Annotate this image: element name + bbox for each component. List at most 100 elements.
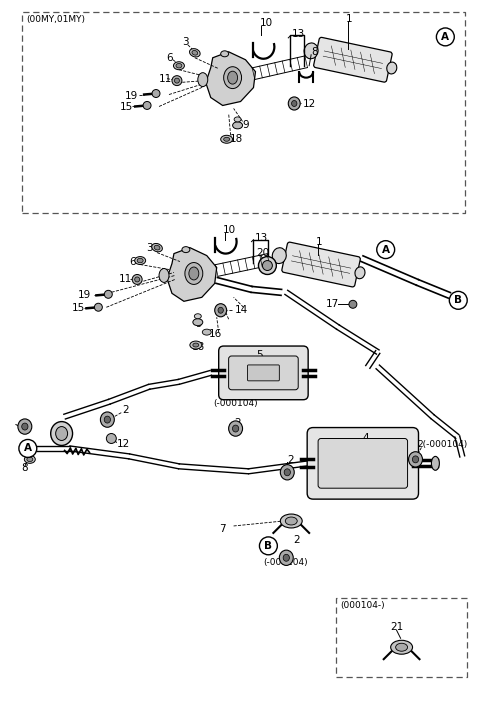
Text: 7: 7 [219,524,225,534]
Text: 19: 19 [125,90,139,100]
Circle shape [104,291,112,298]
Ellipse shape [387,62,397,74]
Text: A: A [382,245,390,255]
Ellipse shape [18,419,32,434]
Circle shape [258,257,276,274]
Ellipse shape [228,421,242,436]
Text: 11: 11 [159,74,172,83]
Circle shape [107,433,116,443]
Ellipse shape [304,43,318,59]
Text: 3: 3 [146,243,153,252]
Ellipse shape [288,97,300,110]
Circle shape [135,277,140,282]
Text: 19: 19 [78,291,91,300]
Ellipse shape [176,64,182,68]
Ellipse shape [408,452,422,467]
Circle shape [263,261,272,271]
Text: 14: 14 [235,305,248,315]
Circle shape [132,274,142,284]
Text: B: B [454,296,462,305]
Text: 20: 20 [256,247,270,257]
FancyBboxPatch shape [282,242,360,287]
Text: 12: 12 [303,100,316,110]
Text: 17: 17 [326,299,339,309]
Text: 2: 2 [235,418,241,428]
Circle shape [377,240,395,259]
Text: 1: 1 [316,237,323,247]
Ellipse shape [137,258,143,263]
Text: 13: 13 [254,233,268,243]
FancyBboxPatch shape [313,37,392,82]
Ellipse shape [355,267,365,279]
Text: 15: 15 [72,303,85,313]
Text: 2: 2 [18,419,24,430]
Ellipse shape [215,304,227,317]
FancyBboxPatch shape [318,438,408,489]
Text: 15: 15 [120,103,133,112]
Text: 2(-000104): 2(-000104) [418,440,468,449]
Text: (-000104): (-000104) [264,559,308,567]
Ellipse shape [135,257,145,264]
FancyBboxPatch shape [228,356,298,390]
Text: 4: 4 [363,433,370,443]
Ellipse shape [233,122,242,129]
Text: 13: 13 [292,29,305,39]
Ellipse shape [221,51,228,57]
Ellipse shape [190,49,200,57]
Circle shape [19,440,37,457]
Circle shape [449,291,467,309]
Text: 9: 9 [242,120,249,130]
Circle shape [349,300,357,308]
Text: 9: 9 [196,319,203,329]
Ellipse shape [202,329,211,335]
Text: 18: 18 [229,134,243,144]
Polygon shape [206,52,255,105]
Text: 8: 8 [21,463,27,473]
Text: 2: 2 [293,535,300,545]
Ellipse shape [291,100,297,107]
Text: 1: 1 [346,14,352,24]
Polygon shape [167,247,216,301]
Ellipse shape [221,135,233,144]
Text: 2: 2 [288,455,294,465]
Ellipse shape [192,50,198,55]
FancyBboxPatch shape [248,365,279,381]
Ellipse shape [198,73,208,86]
Ellipse shape [224,66,241,88]
Ellipse shape [396,643,408,651]
Circle shape [95,303,102,311]
Ellipse shape [22,423,28,430]
Text: 2: 2 [122,404,129,415]
Text: 11: 11 [120,274,132,284]
Ellipse shape [412,456,419,463]
Ellipse shape [234,117,241,122]
Ellipse shape [193,319,203,326]
Ellipse shape [272,247,286,264]
Ellipse shape [185,262,203,284]
Ellipse shape [280,464,294,480]
Ellipse shape [218,308,223,313]
FancyBboxPatch shape [307,428,419,499]
Text: 10: 10 [223,225,236,235]
Text: 8: 8 [311,47,318,57]
Text: A: A [441,32,449,42]
Ellipse shape [152,243,162,252]
Text: A: A [24,443,32,453]
Ellipse shape [104,416,110,423]
Ellipse shape [283,554,289,561]
Circle shape [260,537,277,555]
Ellipse shape [193,343,199,347]
Ellipse shape [224,137,229,141]
Text: 21: 21 [391,622,404,632]
Ellipse shape [189,267,199,280]
Ellipse shape [190,341,202,349]
Text: 18: 18 [192,342,205,352]
Ellipse shape [51,421,72,445]
Text: (00MY,01MY): (00MY,01MY) [26,15,85,24]
Circle shape [143,102,151,110]
FancyBboxPatch shape [219,346,308,399]
Ellipse shape [27,457,33,462]
Text: 3: 3 [182,37,189,47]
Ellipse shape [391,641,412,654]
Ellipse shape [280,514,302,528]
